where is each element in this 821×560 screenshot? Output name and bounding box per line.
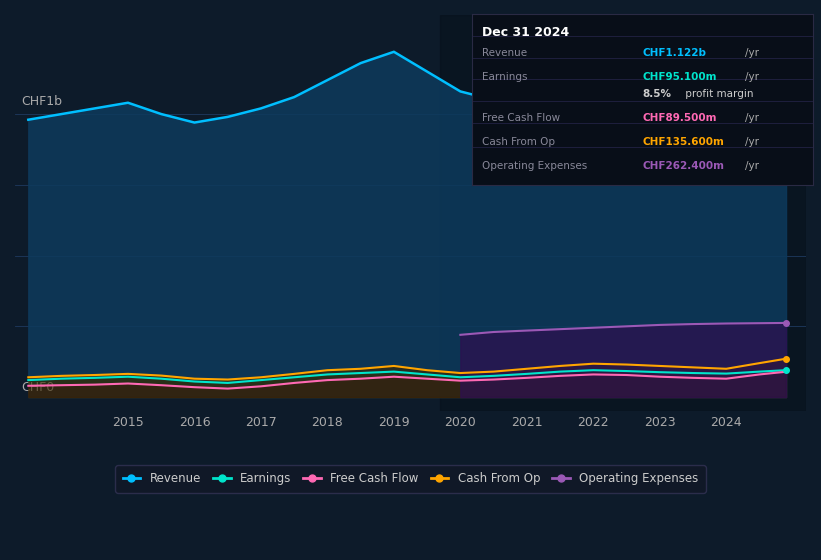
Text: CHF1.122b: CHF1.122b (643, 48, 706, 58)
Legend: Revenue, Earnings, Free Cash Flow, Cash From Op, Operating Expenses: Revenue, Earnings, Free Cash Flow, Cash … (116, 465, 705, 492)
Text: /yr: /yr (745, 161, 759, 171)
Text: CHF1b: CHF1b (21, 95, 62, 109)
Text: CHF135.600m: CHF135.600m (643, 137, 724, 147)
Bar (440, 15, 806, 411)
Text: profit margin: profit margin (681, 89, 753, 99)
Text: CHF89.500m: CHF89.500m (643, 113, 717, 123)
Text: /yr: /yr (745, 48, 759, 58)
Text: Operating Expenses: Operating Expenses (482, 161, 588, 171)
Text: /yr: /yr (745, 137, 759, 147)
Text: CHF95.100m: CHF95.100m (643, 72, 717, 82)
Text: /yr: /yr (745, 72, 759, 82)
Text: 8.5%: 8.5% (643, 89, 672, 99)
Text: Earnings: Earnings (482, 72, 528, 82)
Text: CHF0: CHF0 (21, 381, 55, 394)
Text: /yr: /yr (745, 113, 759, 123)
Text: Cash From Op: Cash From Op (482, 137, 555, 147)
Text: CHF262.400m: CHF262.400m (643, 161, 724, 171)
Text: Free Cash Flow: Free Cash Flow (482, 113, 561, 123)
Text: Dec 31 2024: Dec 31 2024 (482, 26, 570, 39)
Text: Revenue: Revenue (482, 48, 527, 58)
